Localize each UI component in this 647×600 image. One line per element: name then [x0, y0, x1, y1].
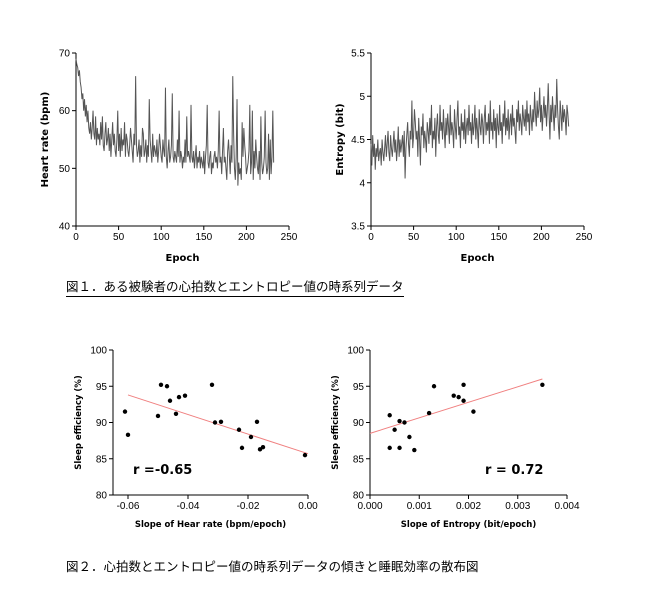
- x-tick-label: 0.003: [505, 501, 530, 512]
- data-point: [209, 382, 215, 387]
- x-tick-label: 250: [281, 232, 298, 243]
- x-tick-label: 50: [408, 232, 420, 243]
- y-tick-label: 50: [59, 164, 71, 175]
- data-point: [540, 382, 545, 387]
- data-point: [155, 413, 161, 419]
- data-point: [402, 420, 407, 425]
- x-tick-label: 0: [368, 232, 374, 243]
- chart-panel-1: [72, 52, 290, 230]
- y-tick-label: 85: [353, 454, 365, 465]
- x-axis-label: Slope of Entropy (bit/epoch): [401, 520, 537, 530]
- x-tick-label: 0: [73, 232, 79, 243]
- data-point: [158, 382, 164, 387]
- regression-line: [127, 394, 309, 455]
- x-tick-label: 50: [113, 232, 125, 243]
- data-point: [212, 420, 218, 425]
- y-tick-label: 100: [90, 346, 107, 357]
- data-point: [125, 432, 131, 438]
- y-axis-label: Entropy (bit): [335, 103, 346, 175]
- data-point: [260, 444, 266, 450]
- x-tick-label: -0.06: [117, 501, 140, 512]
- data-point: [461, 382, 466, 387]
- figure-1-caption: 図１．ある被験者の心拍数とエントロピー値の時系列データ: [66, 276, 404, 297]
- x-axis-label: Epoch: [461, 253, 495, 264]
- data-point: [248, 434, 254, 440]
- figure-2-caption: 図２．心拍数とエントロピー値の時系列データの傾きと睡眠効率の散布図: [66, 559, 479, 574]
- y-axis-label: Sleep efficiency (%): [74, 375, 84, 470]
- data-point: [387, 445, 392, 451]
- y-tick-label: 60: [59, 106, 71, 117]
- y-axis-label: Heart rate (bpm): [40, 92, 51, 188]
- data-point: [392, 427, 397, 432]
- x-axis-label: Epoch: [166, 253, 200, 264]
- data-point: [173, 411, 179, 416]
- x-tick-label: 200: [238, 232, 255, 243]
- data-point: [302, 452, 308, 458]
- data-point: [164, 384, 170, 389]
- data-point: [167, 398, 173, 403]
- data-point: [397, 418, 402, 424]
- data-point: [431, 384, 437, 389]
- x-tick-label: 200: [533, 232, 550, 243]
- y-tick-label: 80: [353, 491, 365, 502]
- data-point: [236, 427, 242, 432]
- x-tick-label: 0.004: [554, 501, 579, 512]
- y-tick-label: 5: [359, 92, 365, 103]
- data-point: [254, 419, 260, 424]
- y-tick-label: 95: [96, 382, 108, 393]
- y-tick-label: 100: [347, 346, 364, 357]
- data-point: [412, 447, 417, 453]
- x-tick-label: 150: [195, 232, 212, 243]
- data-point: [456, 394, 461, 400]
- x-tick-label: 250: [576, 232, 593, 243]
- regression-line: [369, 378, 543, 434]
- x-tick-label: 0.00: [298, 501, 318, 512]
- data-point: [471, 409, 476, 414]
- y-tick-label: 90: [96, 418, 108, 429]
- y-tick-label: 4: [359, 178, 365, 189]
- data-point: [407, 434, 412, 440]
- data-point: [451, 393, 456, 398]
- data-point: [387, 413, 392, 418]
- chart-panel-2: [367, 52, 585, 230]
- data-point: [182, 393, 188, 398]
- y-tick-label: 90: [353, 418, 365, 429]
- y-tick-label: 4.5: [351, 135, 365, 146]
- x-axis-label: Slope of Hear rate (bpm/epoch): [135, 520, 286, 530]
- x-tick-label: 100: [448, 232, 465, 243]
- data-point: [176, 394, 182, 400]
- data-point: [122, 409, 128, 414]
- x-tick-label: 0.000: [357, 501, 382, 512]
- y-tick-label: 95: [353, 382, 365, 393]
- x-tick-label: 0.002: [456, 501, 481, 512]
- x-tick-label: -0.04: [177, 501, 200, 512]
- y-tick-label: 5.5: [351, 49, 365, 60]
- data-point: [397, 445, 402, 451]
- data-point: [461, 398, 466, 403]
- data-point: [239, 445, 245, 451]
- series-line: [370, 78, 570, 179]
- series-line: [75, 58, 275, 186]
- x-tick-label: 100: [153, 232, 170, 243]
- x-tick-label: -0.02: [237, 501, 260, 512]
- y-axis-label: Sleep efficiency (%): [331, 375, 341, 470]
- x-tick-label: 0.001: [407, 501, 432, 512]
- chart-panel-3: [109, 349, 309, 499]
- data-point: [218, 419, 224, 424]
- chart-panel-4: [366, 349, 568, 499]
- correlation-label: r =-0.65: [133, 463, 192, 478]
- y-tick-label: 85: [96, 454, 108, 465]
- y-tick-label: 80: [96, 491, 108, 502]
- correlation-label: r = 0.72: [485, 463, 543, 478]
- data-point: [426, 410, 432, 416]
- y-tick-label: 3.5: [351, 222, 365, 233]
- x-tick-label: 150: [490, 232, 507, 243]
- y-tick-label: 70: [59, 49, 71, 60]
- y-tick-label: 40: [59, 222, 71, 233]
